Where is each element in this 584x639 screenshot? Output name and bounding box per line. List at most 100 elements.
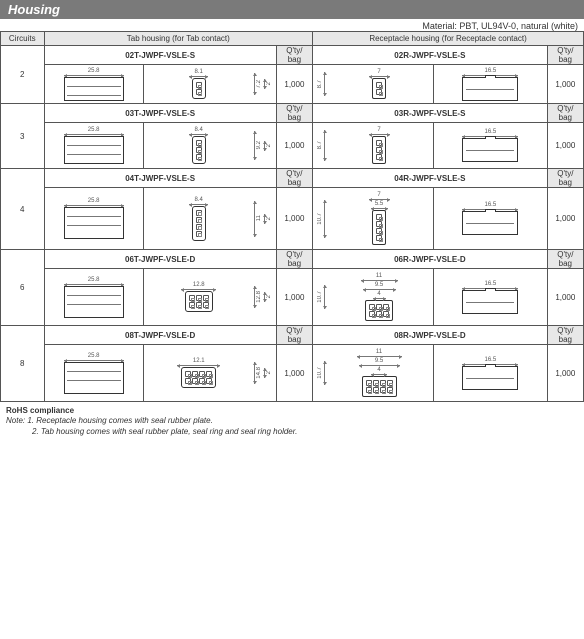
tab-end-cell: 12.1 14.8 2 bbox=[143, 345, 276, 402]
dim-sub2-width: 4 bbox=[377, 367, 380, 373]
tab-part-number: 08T-JWPF-VSLE-D bbox=[44, 326, 276, 345]
pin-cavity bbox=[373, 380, 379, 386]
col-tab-housing: Tab housing (for Tab contact) bbox=[44, 32, 313, 46]
pin-cavity bbox=[203, 295, 209, 301]
part-row: 2 02T-JWPF-VSLE-S Q'ty/bag 02R-JWPF-VSLE… bbox=[1, 46, 584, 65]
drawing-row: 25.8 8.4 9.2 2 1,000 8.7 7 16.5 1,00 bbox=[1, 123, 584, 169]
tab-part-number: 06T-JWPF-VSLE-D bbox=[44, 250, 276, 269]
circuits-cell: 8 bbox=[1, 326, 45, 402]
pin-cavity bbox=[376, 89, 382, 95]
dim-height: 8.7 bbox=[317, 80, 323, 88]
connector-face bbox=[372, 136, 386, 164]
pin-cavity bbox=[376, 311, 382, 317]
tab-qty: 1,000 bbox=[276, 188, 312, 250]
dim-width: 12.8 bbox=[193, 282, 205, 288]
tab-side-cell: 25.8 bbox=[44, 345, 143, 402]
rec-side-view: 16.5 bbox=[436, 68, 545, 101]
tab-side-cell: 25.8 bbox=[44, 65, 143, 104]
rec-side-view: 16.5 bbox=[436, 129, 545, 162]
dim-width: 8.1 bbox=[195, 69, 203, 75]
dim-height: 10.7 bbox=[317, 291, 323, 303]
note-label: Note: bbox=[6, 416, 25, 425]
qty-bag-label: Q'ty/bag bbox=[276, 169, 312, 188]
connector-face bbox=[181, 367, 216, 388]
qty-bag-label: Q'ty/bag bbox=[276, 46, 312, 65]
dim-length: 25.8 bbox=[88, 127, 100, 133]
pin-cavity bbox=[196, 210, 202, 216]
pin-cavity bbox=[196, 295, 202, 301]
pin-cavity bbox=[199, 371, 205, 377]
dim-width: 11 bbox=[376, 273, 382, 279]
tab-side-view: 25.8 bbox=[47, 353, 141, 394]
pin-cavity bbox=[366, 387, 372, 393]
rec-end-view: 8.7 7 bbox=[315, 67, 431, 101]
circuits-cell: 6 bbox=[1, 250, 45, 326]
pin-cavity bbox=[196, 147, 202, 153]
dim-length: 16.5 bbox=[484, 281, 496, 287]
part-row: 3 03T-JWPF-VSLE-S Q'ty/bag 03R-JWPF-VSLE… bbox=[1, 104, 584, 123]
tab-end-view: 8.4 11 2 bbox=[146, 195, 274, 243]
dim-length: 25.8 bbox=[88, 68, 100, 74]
tab-part-number: 04T-JWPF-VSLE-S bbox=[44, 169, 276, 188]
housing-side-body bbox=[64, 77, 124, 101]
part-row: 4 04T-JWPF-VSLE-S Q'ty/bag 04R-JWPF-VSLE… bbox=[1, 169, 584, 188]
tab-qty: 1,000 bbox=[276, 345, 312, 402]
connector-face bbox=[372, 78, 386, 99]
circuits-cell: 2 bbox=[1, 46, 45, 104]
dim-sub-width: 5.5 bbox=[375, 201, 383, 207]
dim-width: 7 bbox=[377, 192, 380, 198]
rec-end-cell: 8.7 7 bbox=[313, 123, 434, 169]
dim-width: 11 bbox=[376, 349, 382, 355]
pin-cavity bbox=[383, 304, 389, 310]
rec-side-cell: 16.5 bbox=[433, 123, 547, 169]
connector-face bbox=[192, 206, 206, 241]
tab-end-view: 12.1 14.8 2 bbox=[146, 356, 274, 390]
pin-cavity bbox=[196, 82, 202, 88]
tab-side-view: 25.8 bbox=[47, 127, 141, 164]
connector-face bbox=[185, 291, 213, 312]
rec-qty: 1,000 bbox=[547, 269, 583, 326]
dim-sub-width: 9.5 bbox=[375, 358, 383, 364]
dim-pitch: 2 bbox=[266, 295, 272, 298]
rec-end-cell: 10.7 119.54 bbox=[313, 345, 434, 402]
tab-end-cell: 8.4 9.2 2 bbox=[143, 123, 276, 169]
pin-cavity bbox=[376, 214, 382, 220]
dim-width: 7 bbox=[377, 127, 380, 133]
table-body: 2 02T-JWPF-VSLE-S Q'ty/bag 02R-JWPF-VSLE… bbox=[1, 46, 584, 402]
tab-side-view: 25.8 bbox=[47, 68, 141, 101]
rec-side-body bbox=[462, 366, 518, 390]
dim-pitch: 2 bbox=[266, 82, 272, 85]
pin-cavity bbox=[196, 89, 202, 95]
circuits-cell: 3 bbox=[1, 104, 45, 169]
dim-pitch: 2 bbox=[266, 371, 272, 374]
rec-side-view: 16.5 bbox=[436, 281, 545, 314]
dim-height: 11 bbox=[256, 215, 262, 221]
dim-length: 16.5 bbox=[484, 68, 496, 74]
pin-cavity bbox=[196, 217, 202, 223]
connector-face bbox=[192, 78, 206, 99]
pin-cavity bbox=[196, 302, 202, 308]
tab-side-cell: 25.8 bbox=[44, 269, 143, 326]
pin-cavity bbox=[376, 147, 382, 153]
rohs-compliance: RoHS compliance bbox=[6, 406, 578, 416]
drawing-row: 25.8 12.1 14.8 2 1,000 10.7 119.54 16.5 bbox=[1, 345, 584, 402]
pin-cavity bbox=[196, 224, 202, 230]
pin-cavity bbox=[383, 311, 389, 317]
page: Housing Material: PBT, UL94V-0, natural … bbox=[0, 0, 584, 441]
dim-height: 10.7 bbox=[317, 213, 323, 225]
pin-cavity bbox=[199, 378, 205, 384]
tab-end-cell: 8.4 11 2 bbox=[143, 188, 276, 250]
col-rec-housing: Receptacle housing (for Receptacle conta… bbox=[313, 32, 584, 46]
dim-height: 12.8 bbox=[256, 291, 262, 303]
qty-bag-label: Q'ty/bag bbox=[276, 326, 312, 345]
pin-cavity bbox=[387, 387, 393, 393]
dim-length: 16.5 bbox=[484, 129, 496, 135]
qty-bag-label: Q'ty/bag bbox=[547, 104, 583, 123]
connector-face bbox=[365, 300, 393, 321]
dim-pitch: 2 bbox=[266, 144, 272, 147]
housing-side-body bbox=[64, 136, 124, 164]
drawing-row: 25.8 12.8 12.8 2 1,000 10.7 119.54 16.5 bbox=[1, 269, 584, 326]
pin-cavity bbox=[376, 235, 382, 241]
pin-cavity bbox=[380, 387, 386, 393]
qty-bag-label: Q'ty/bag bbox=[276, 250, 312, 269]
